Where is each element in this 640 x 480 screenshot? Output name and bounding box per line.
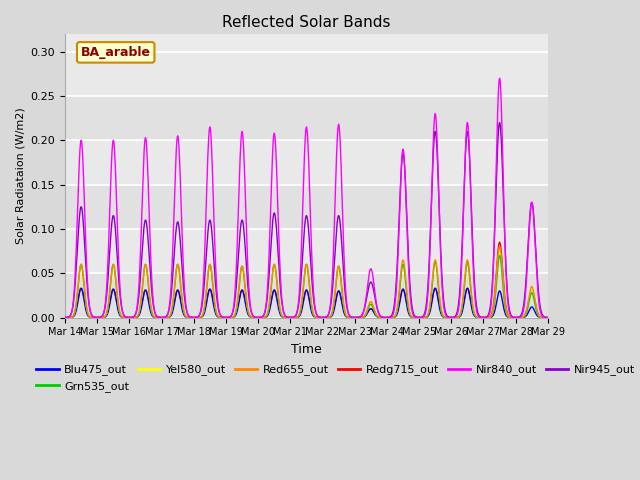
Line: Blu475_out: Blu475_out — [65, 288, 548, 318]
Nir840_out — [544, 315, 552, 321]
Red655_out — [543, 315, 551, 321]
Grn535_out — [148, 310, 156, 315]
Red655_out — [544, 315, 552, 321]
Line: Red655_out: Red655_out — [65, 247, 548, 318]
Red655_out — [388, 314, 396, 320]
Grn535_out — [496, 252, 504, 258]
Blu475_out — [61, 315, 69, 321]
Yel580_out — [61, 315, 69, 321]
Nir945_out — [442, 309, 449, 315]
Nir840_out — [414, 314, 422, 320]
Red655_out — [496, 244, 504, 250]
Yel580_out — [414, 315, 422, 321]
Bar — [65, 140, 548, 185]
Redg715_out — [388, 314, 396, 320]
Redg715_out — [148, 311, 156, 316]
X-axis label: Time: Time — [291, 343, 322, 356]
Yel580_out — [544, 315, 552, 321]
Bar — [65, 185, 548, 229]
Redg715_out — [288, 315, 296, 321]
Nir945_out — [388, 313, 396, 319]
Red655_out — [61, 315, 69, 321]
Text: BA_arable: BA_arable — [81, 46, 151, 59]
Nir945_out — [288, 314, 296, 320]
Line: Redg715_out: Redg715_out — [65, 242, 548, 318]
Nir840_out — [148, 277, 156, 283]
Redg715_out — [544, 315, 552, 321]
Grn535_out — [388, 315, 396, 321]
Nir945_out — [61, 315, 69, 321]
Grn535_out — [288, 315, 296, 321]
Bar — [65, 229, 548, 273]
Nir945_out — [148, 288, 156, 294]
Title: Reflected Solar Bands: Reflected Solar Bands — [222, 15, 390, 30]
Redg715_out — [61, 315, 69, 321]
Blu475_out — [414, 315, 422, 321]
Nir840_out — [288, 314, 296, 320]
Line: Nir945_out: Nir945_out — [65, 122, 548, 318]
Red655_out — [288, 315, 296, 321]
Y-axis label: Solar Radiataion (W/m2): Solar Radiataion (W/m2) — [15, 108, 25, 244]
Blu475_out — [442, 314, 449, 320]
Bar — [65, 273, 548, 318]
Nir840_out — [496, 75, 504, 81]
Legend: Blu475_out, Grn535_out, Yel580_out, Red655_out, Redg715_out, Nir840_out, Nir945_: Blu475_out, Grn535_out, Yel580_out, Red6… — [32, 360, 639, 396]
Redg715_out — [414, 315, 422, 321]
Yel580_out — [148, 309, 156, 315]
Yel580_out — [543, 315, 551, 321]
Blu475_out — [288, 315, 296, 321]
Grn535_out — [414, 315, 422, 321]
Nir945_out — [414, 314, 422, 320]
Nir840_out — [543, 315, 551, 321]
Line: Yel580_out: Yel580_out — [65, 251, 548, 318]
Blu475_out — [77, 286, 85, 291]
Redg715_out — [496, 240, 504, 245]
Grn535_out — [61, 315, 69, 321]
Yel580_out — [288, 315, 296, 321]
Red655_out — [442, 314, 449, 320]
Yel580_out — [442, 314, 449, 320]
Line: Grn535_out: Grn535_out — [65, 255, 548, 318]
Blu475_out — [388, 315, 396, 321]
Yel580_out — [388, 314, 396, 320]
Nir945_out — [543, 314, 551, 320]
Grn535_out — [442, 314, 449, 320]
Blu475_out — [543, 315, 551, 321]
Nir945_out — [496, 120, 504, 125]
Nir840_out — [61, 315, 69, 321]
Bar — [65, 52, 548, 96]
Redg715_out — [442, 314, 449, 320]
Line: Nir840_out: Nir840_out — [65, 78, 548, 318]
Redg715_out — [543, 315, 551, 321]
Red655_out — [148, 308, 156, 314]
Blu475_out — [148, 312, 156, 318]
Nir840_out — [388, 314, 396, 320]
Bar — [65, 96, 548, 140]
Nir840_out — [442, 312, 449, 317]
Grn535_out — [544, 315, 552, 321]
Grn535_out — [543, 315, 551, 321]
Nir945_out — [544, 315, 552, 321]
Yel580_out — [496, 248, 504, 254]
Red655_out — [414, 315, 422, 321]
Blu475_out — [544, 315, 552, 321]
